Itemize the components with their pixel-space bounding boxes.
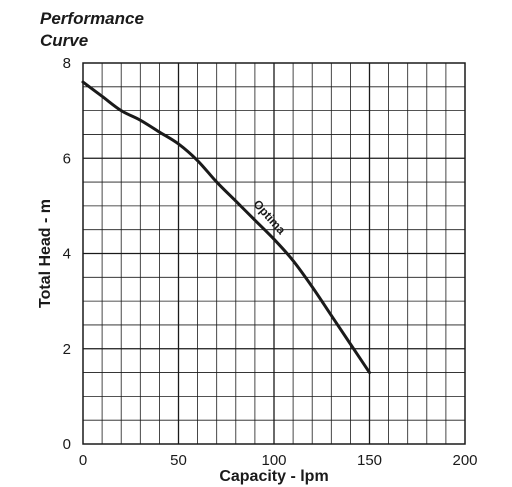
x-tick-label: 0 xyxy=(79,452,87,469)
y-tick-labels: 0 2 4 6 8 xyxy=(63,55,71,453)
chart-title-line-1: Performance xyxy=(40,9,144,28)
y-axis-label: Total Head - m xyxy=(37,199,54,308)
y-tick-label: 8 xyxy=(63,55,71,72)
y-tick-label: 6 xyxy=(63,150,71,167)
series-line-optima xyxy=(81,80,371,375)
y-tick-label: 4 xyxy=(63,246,71,263)
chart-title-line-2: Curve xyxy=(40,31,89,50)
x-tick-labels: 0 50 100 150 200 xyxy=(79,452,478,469)
x-tick-label: 100 xyxy=(261,452,286,469)
chart-title: Performance Curve xyxy=(40,8,144,52)
x-tick-label: 200 xyxy=(452,452,477,469)
x-axis-label: Capacity - lpm xyxy=(219,468,328,485)
y-tick-label: 0 xyxy=(63,436,71,453)
x-tick-label: 150 xyxy=(357,452,382,469)
x-tick-label: 50 xyxy=(170,452,187,469)
plot-frame xyxy=(82,62,466,445)
y-tick-label: 2 xyxy=(63,341,71,358)
series-label-optima: Optima xyxy=(250,197,288,237)
grid-lines xyxy=(83,63,465,444)
